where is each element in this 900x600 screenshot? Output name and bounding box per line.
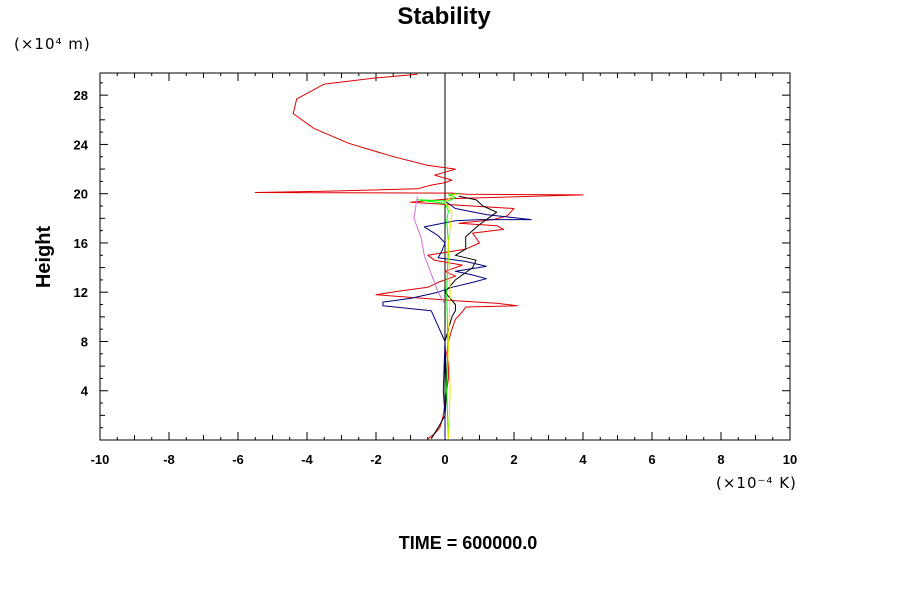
x-tick-label: -4 [301,452,313,467]
series-line-red [254,73,584,440]
time-label: TIME = 600000.0 [399,533,538,553]
x-tick-label: -6 [232,452,244,467]
y-axis-ticks: 4 8 12 16 20 24 28 [74,82,790,441]
x-tick-label: -2 [370,452,382,467]
y-axis-label: Height [33,226,55,289]
series-line-magenta [413,196,446,305]
x-tick-label: 0 [441,452,448,467]
x-tick-label: 6 [648,452,655,467]
series-line-black [430,195,498,440]
x-tick-label: 2 [510,452,517,467]
y-tick-label: 24 [74,137,89,152]
series-line-navy [382,200,532,439]
y-axis-unit: (×10⁴ m) [14,35,91,53]
y-tick-label: 28 [74,88,88,103]
series-layer [254,73,584,440]
y-tick-label: 8 [81,334,88,349]
x-axis-ticks: -10 -8 -6 -4 -2 0 2 4 6 8 10 [91,73,797,467]
chart-title: Stability [397,3,491,30]
x-tick-label: 10 [783,452,797,467]
y-tick-label: 20 [74,187,88,202]
y-tick-label: 16 [74,236,88,251]
x-tick-label: -8 [163,452,175,467]
y-tick-label: 4 [81,384,89,399]
x-tick-label: 8 [717,452,724,467]
series-line-green [416,193,459,439]
x-axis-unit: (×10⁻⁴ K) [716,474,797,492]
y-tick-label: 12 [74,285,88,300]
x-tick-label: -10 [91,452,110,467]
series-line-yellow [444,193,456,439]
x-tick-label: 4 [579,452,587,467]
